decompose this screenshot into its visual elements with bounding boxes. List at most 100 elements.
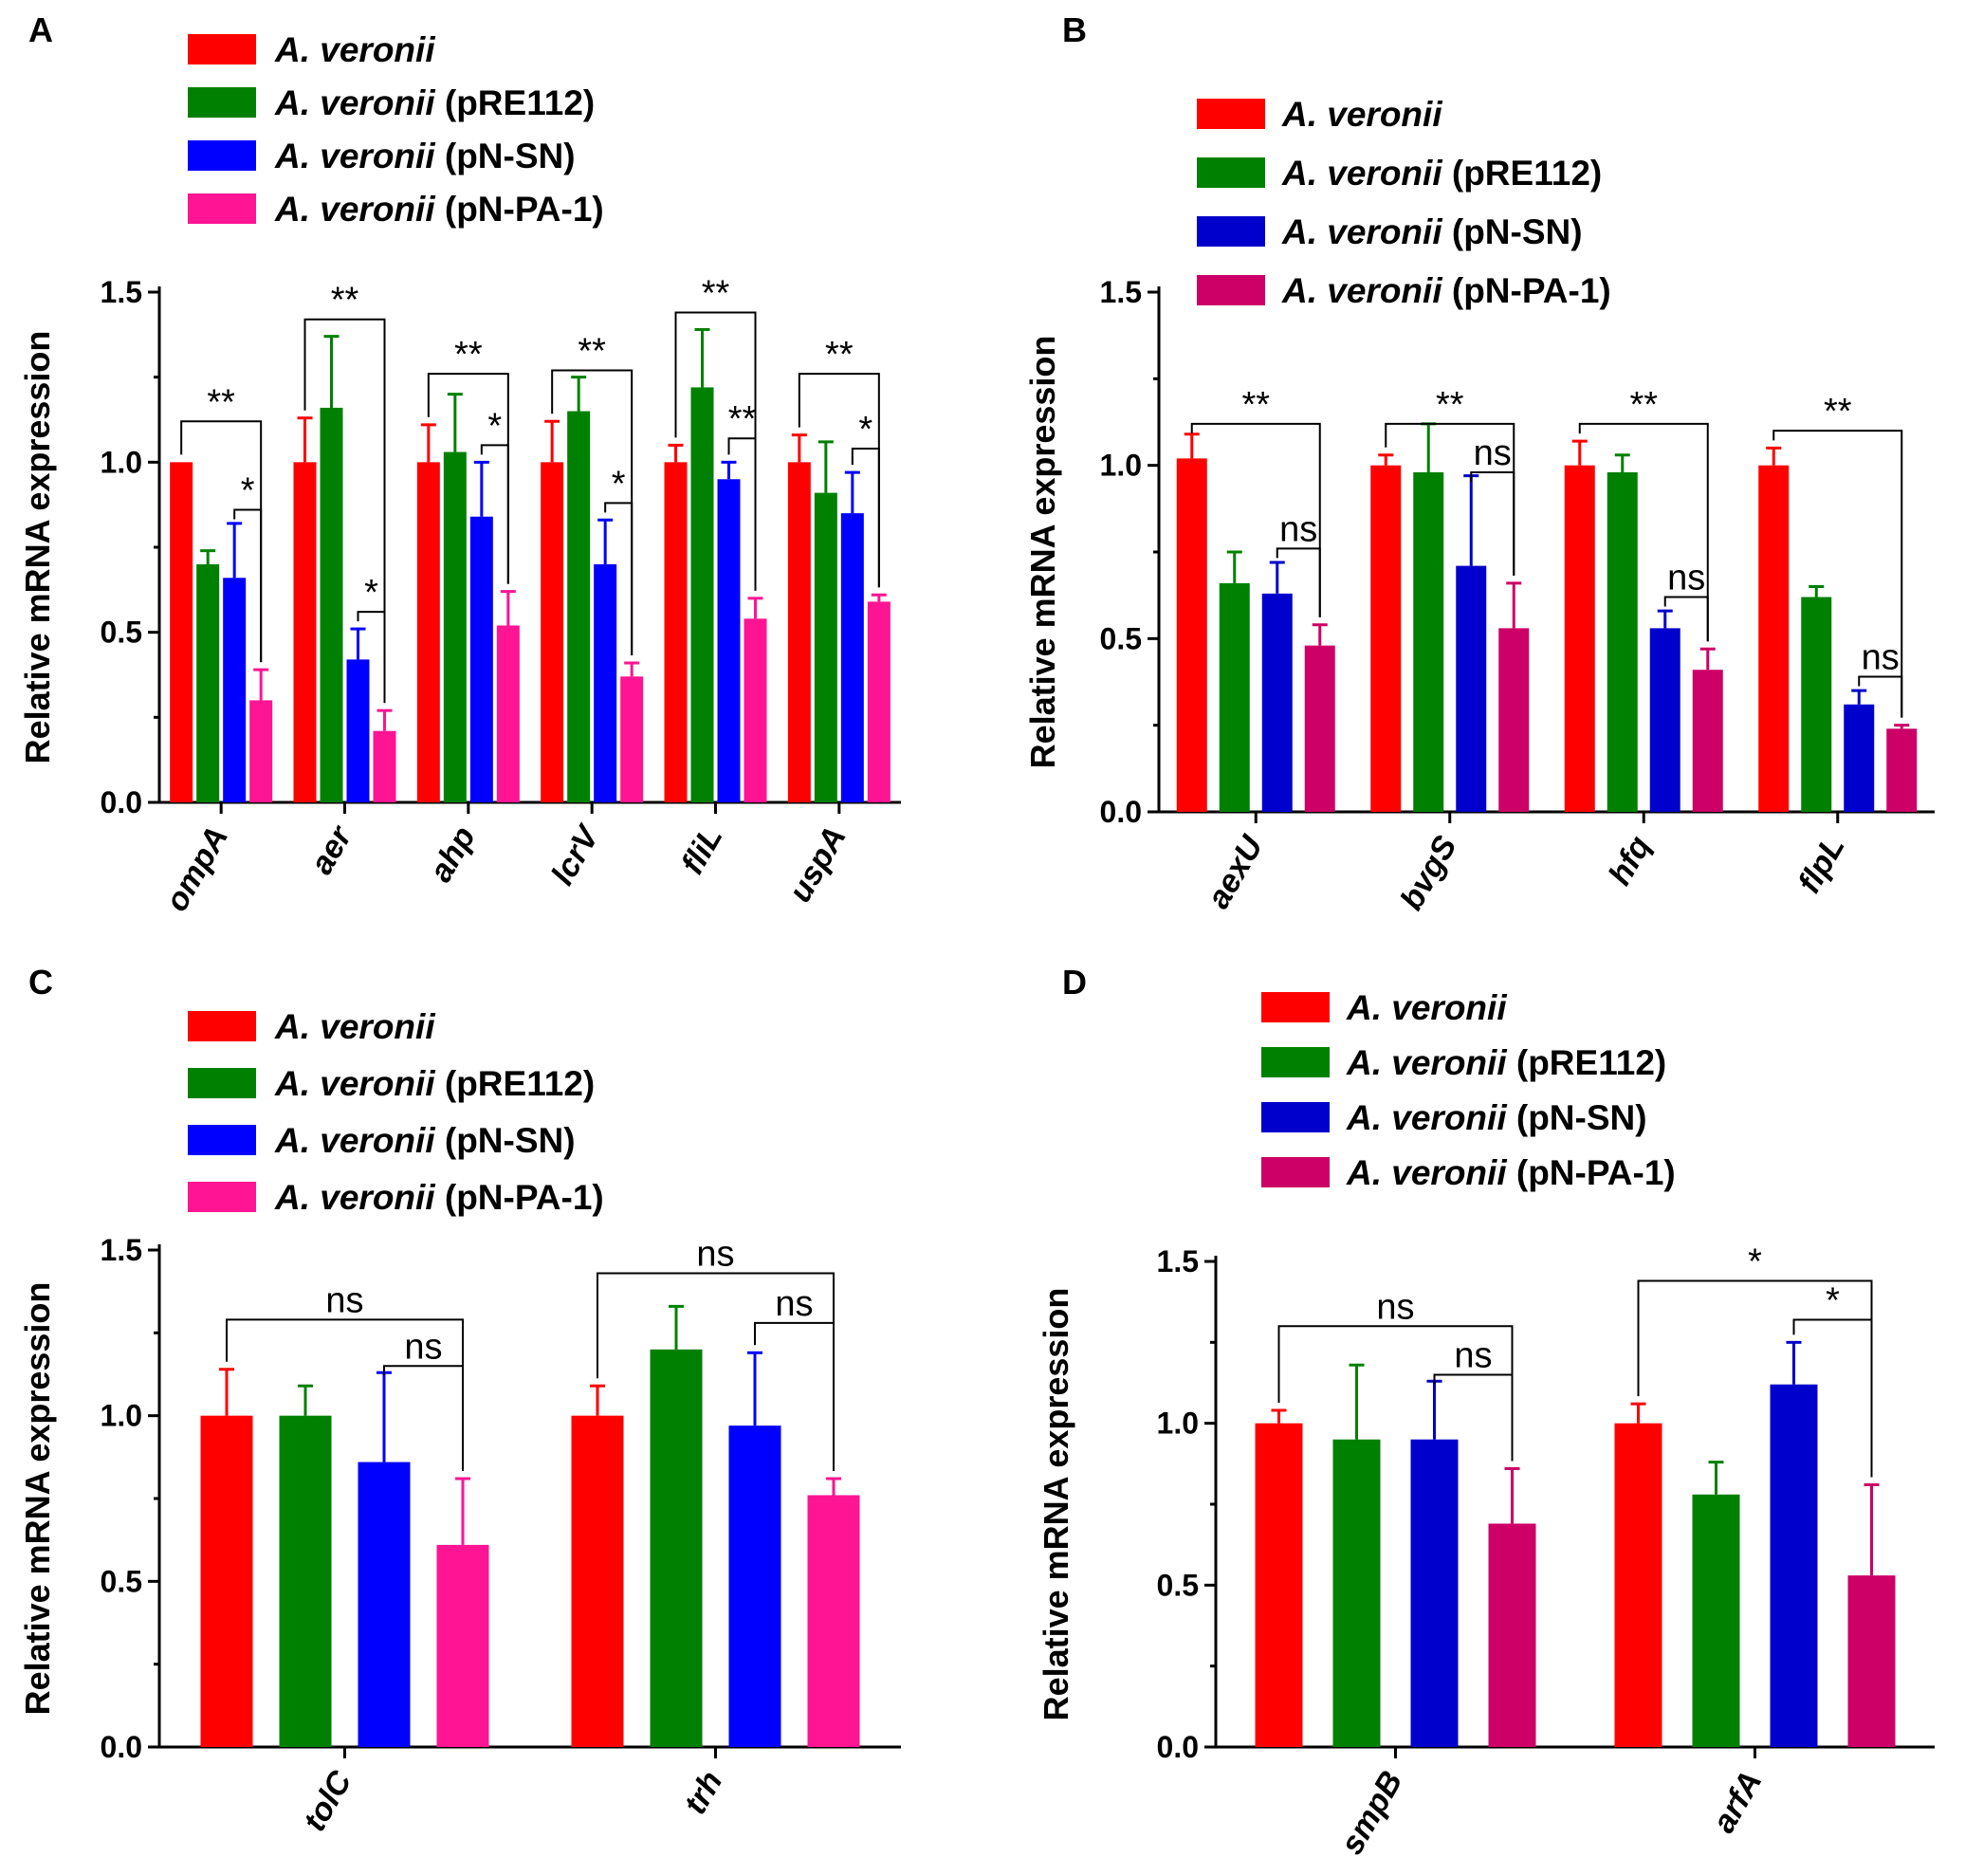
bar-smpB-1 [1332,1439,1381,1747]
legend-strain: A. veronii [1346,1043,1507,1082]
legend-swatch [1261,1157,1330,1187]
legend-strain: A. veronii [274,1007,435,1046]
legend-plasmid: (pRE112) [1442,154,1603,193]
bar-fliL-1 [690,387,714,802]
bar-fliL-3 [744,618,767,802]
significance-label: ** [1436,385,1464,425]
legend-plasmid: (pRE112) [435,1064,596,1103]
significance-label: ** [825,335,854,375]
y-tick-label: 0.5 [101,616,142,650]
y-tick-label: 0.0 [1157,1730,1199,1764]
significance-label: ns [1454,1335,1492,1375]
legend-strain: A. veronii [1346,988,1507,1027]
legend-label: A. veronii (pRE112) [1346,1043,1666,1082]
bar-bvgS-1 [1413,471,1444,812]
significance-label: ** [728,399,757,439]
y-tick-label: 0.5 [101,1564,142,1598]
significance-label: ns [696,1234,734,1274]
bar-ompA-3 [249,700,273,802]
bar-aer-3 [373,730,396,802]
legend-strain: A. veronii [274,190,435,229]
legend-swatch [188,1068,256,1098]
bar-ompA-1 [196,563,220,802]
y-axis-label: Relative mRNA expression [18,1282,57,1716]
legend-swatch [188,140,256,171]
bar-uspA-2 [840,513,864,802]
y-axis-label: Relative mRNA expression [18,331,57,764]
y-tick-label: 1.0 [1100,449,1142,483]
y-tick-label: 1.5 [101,1233,142,1267]
significance-label: * [1826,1280,1840,1320]
legend-strain: A. veronii [274,83,435,122]
bar-tolC-2 [358,1462,411,1747]
bar-flpL-3 [1886,728,1918,812]
bar-aexU-0 [1176,458,1207,812]
legend-strain: A. veronii [1346,1098,1507,1137]
significance-label: * [858,410,872,450]
x-tick-label: aexU [1201,829,1271,915]
legend-plasmid: (pN-SN) [435,1121,576,1160]
legend-swatch [188,87,256,118]
legend-label: A. veronii [274,1007,435,1046]
bar-aexU-3 [1304,645,1335,812]
legend-swatch [188,1182,256,1212]
legend-plasmid: (pN-PA-1) [1442,271,1611,310]
significance-label: * [1748,1241,1762,1281]
bar-hfq-3 [1692,670,1723,812]
significance-label: ns [1376,1287,1414,1327]
legend-label: A. veronii (pN-SN) [1281,212,1583,251]
bar-aer-0 [293,462,317,802]
y-tick-label: 0.5 [1157,1568,1199,1602]
legend-swatch [188,1011,256,1041]
legend-label: A. veronii [1346,988,1507,1027]
bar-ahp-1 [443,451,467,802]
legend-plasmid: (pRE112) [435,83,596,122]
x-tick-label: ahp [423,820,483,888]
legend-swatch [1261,1047,1330,1077]
bar-smpB-3 [1488,1523,1536,1747]
significance-bracket [480,444,509,584]
bar-uspA-3 [867,601,891,802]
panel-letter: C [28,963,53,1002]
legend-plasmid: (pRE112) [1507,1043,1667,1082]
y-tick-label: 1.0 [101,1399,142,1433]
panel-letter: D [1062,963,1087,1002]
significance-label: ** [578,331,606,371]
legend-label: A. veronii (pRE112) [274,1064,595,1103]
significance-bracket [1433,1373,1514,1462]
significance-bracket [1772,430,1903,718]
legend-strain: A. veronii [1281,271,1442,310]
legend-label: A. veronii (pN-SN) [1346,1098,1647,1137]
legend-swatch [1197,157,1265,188]
bar-bvgS-0 [1370,465,1402,812]
significance-bracket [1858,675,1903,718]
significance-label: ** [207,382,235,422]
significance-bracket [1663,596,1709,642]
bar-ahp-2 [469,516,493,802]
y-tick-label: 0.5 [1100,621,1142,655]
legend-strain: A. veronii [274,1121,435,1160]
legend-plasmid: (pN-SN) [1507,1098,1647,1137]
bar-flpL-1 [1801,597,1832,812]
legend-plasmid: (pN-PA-1) [1507,1153,1676,1192]
legend-swatch [1197,275,1265,305]
significance-bracket [383,1365,464,1472]
significance-bracket [727,437,757,591]
bar-smpB-0 [1255,1423,1303,1747]
significance-bracket [357,611,386,704]
legend-strain: A. veronii [274,137,435,175]
significance-bracket [427,373,509,584]
significance-label: ** [1241,385,1270,425]
bar-aer-2 [346,659,370,802]
x-tick-label: hfq [1602,830,1658,892]
legend-label: A. veronii (pN-PA-1) [1281,271,1611,310]
significance-label: * [241,471,255,511]
bar-trh-2 [728,1425,781,1747]
legend-label: A. veronii (pN-PA-1) [274,1178,604,1217]
bar-arfA-0 [1614,1423,1662,1747]
x-tick-label: smpB [1333,1765,1409,1861]
bar-uspA-1 [814,492,837,802]
x-tick-label: flpL [1791,830,1852,899]
